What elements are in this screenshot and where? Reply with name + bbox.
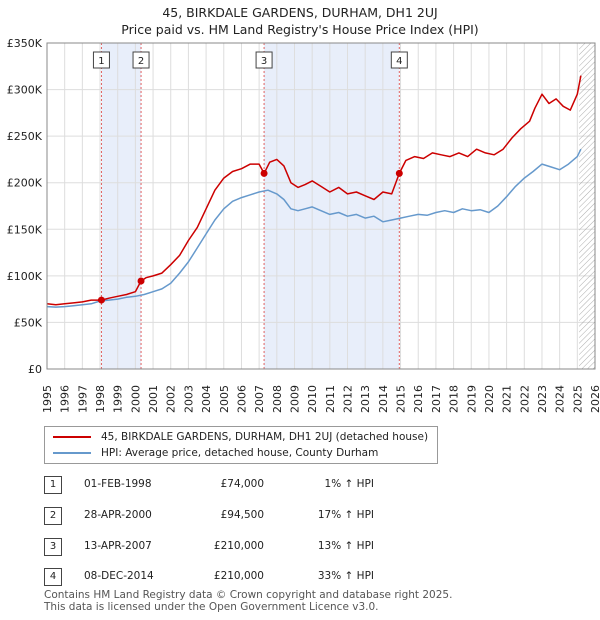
transaction-number-badge: 4 bbox=[44, 568, 62, 586]
legend-swatch-blue bbox=[53, 452, 91, 454]
transaction-point bbox=[395, 169, 403, 177]
x-tick-label: 2000 bbox=[129, 385, 142, 413]
x-tick-label: 2006 bbox=[235, 385, 248, 413]
x-tick-label: 1998 bbox=[94, 385, 107, 413]
transaction-price: £210,000 bbox=[213, 570, 264, 582]
x-tick-label: 1997 bbox=[76, 385, 89, 413]
transaction-price: £74,000 bbox=[220, 478, 264, 490]
transaction-badge-label: 4 bbox=[396, 56, 402, 67]
y-tick-label: £250K bbox=[7, 130, 43, 143]
x-tick-label: 2014 bbox=[377, 385, 390, 413]
x-tick-label: 2005 bbox=[218, 385, 231, 413]
transaction-price: £94,500 bbox=[220, 509, 264, 521]
hpi-series-line bbox=[46, 148, 582, 308]
plot-frame bbox=[46, 42, 596, 370]
shaded-span bbox=[101, 43, 142, 369]
x-tick-label: 2010 bbox=[306, 385, 319, 413]
footer-line-2: This data is licensed under the Open Gov… bbox=[44, 601, 379, 613]
chart-legend: 45, BIRKDALE GARDENS, DURHAM, DH1 2UJ (d… bbox=[44, 426, 438, 464]
transaction-price: £210,000 bbox=[213, 540, 264, 552]
x-tick-label: 2025 bbox=[571, 385, 584, 413]
transaction-hpi-diff: 33% ↑ HPI bbox=[317, 570, 374, 582]
x-tick-label: 2020 bbox=[483, 385, 496, 413]
x-tick-label: 2012 bbox=[342, 385, 355, 413]
x-tick-label: 2011 bbox=[324, 385, 337, 413]
x-tick-label: 2003 bbox=[182, 385, 195, 413]
y-tick-label: £200K bbox=[7, 177, 43, 190]
x-tick-label: 2021 bbox=[501, 385, 514, 413]
transaction-number-badge: 1 bbox=[44, 476, 62, 494]
transaction-date: 28-APR-2000 bbox=[84, 509, 152, 521]
x-tick-label: 2017 bbox=[430, 385, 443, 413]
transaction-badge-label: 3 bbox=[261, 56, 267, 67]
x-tick-label: 2024 bbox=[554, 385, 567, 413]
y-tick-label: £50K bbox=[14, 316, 43, 329]
chart-subtitle: Price paid vs. HM Land Registry's House … bbox=[121, 22, 479, 37]
future-hatch bbox=[579, 43, 595, 369]
footer-attribution: Contains HM Land Registry data © Crown c… bbox=[44, 589, 452, 613]
legend-item-hpi: HPI: Average price, detached house, Coun… bbox=[53, 445, 378, 461]
chart-title-block: 45, BIRKDALE GARDENS, DURHAM, DH1 2UJ Pr… bbox=[0, 4, 600, 38]
x-tick-label: 2008 bbox=[271, 385, 284, 413]
transaction-hpi-diff: 17% ↑ HPI bbox=[317, 509, 374, 521]
transaction-point bbox=[97, 296, 105, 304]
footer-line-1: Contains HM Land Registry data © Crown c… bbox=[44, 589, 453, 601]
transaction-date: 01-FEB-1998 bbox=[84, 478, 152, 490]
x-tick-label: 2026 bbox=[589, 385, 600, 413]
x-tick-label: 2023 bbox=[536, 385, 549, 413]
table-row: 2 28-APR-2000 £94,500 17% ↑ HPI bbox=[44, 507, 384, 527]
table-row: 1 01-FEB-1998 £74,000 1% ↑ HPI bbox=[44, 476, 384, 496]
legend-label-property: 45, BIRKDALE GARDENS, DURHAM, DH1 2UJ (d… bbox=[101, 431, 429, 443]
y-tick-label: £150K bbox=[7, 223, 43, 236]
transaction-hpi-diff: 13% ↑ HPI bbox=[317, 540, 374, 552]
x-tick-label: 1999 bbox=[112, 385, 125, 413]
transaction-point bbox=[260, 169, 268, 177]
x-tick-label: 2004 bbox=[200, 385, 213, 413]
y-tick-label: £100K bbox=[7, 270, 43, 283]
x-tick-label: 1995 bbox=[41, 385, 54, 413]
x-tick-label: 2022 bbox=[518, 385, 531, 413]
x-tick-label: 2018 bbox=[448, 385, 461, 413]
legend-label-hpi: HPI: Average price, detached house, Coun… bbox=[101, 447, 379, 459]
x-tick-label: 2013 bbox=[359, 385, 372, 413]
y-tick-label: £0 bbox=[28, 363, 42, 376]
y-tick-label: £350K bbox=[7, 37, 43, 50]
x-tick-label: 2001 bbox=[147, 385, 160, 413]
legend-item-property: 45, BIRKDALE GARDENS, DURHAM, DH1 2UJ (d… bbox=[53, 429, 428, 445]
table-row: 4 08-DEC-2014 £210,000 33% ↑ HPI bbox=[44, 568, 384, 588]
x-tick-label: 2019 bbox=[465, 385, 478, 413]
legend-swatch-red bbox=[53, 436, 91, 438]
transaction-date: 08-DEC-2014 bbox=[84, 570, 154, 582]
transaction-badge-box bbox=[132, 51, 150, 69]
shaded-span bbox=[264, 43, 400, 369]
transaction-badge-box bbox=[390, 51, 408, 69]
x-tick-label: 2016 bbox=[412, 385, 425, 413]
transaction-badge-label: 1 bbox=[98, 56, 104, 67]
transaction-date: 13-APR-2007 bbox=[84, 540, 152, 552]
x-tick-label: 1996 bbox=[59, 385, 72, 413]
x-tick-label: 2007 bbox=[253, 385, 266, 413]
transaction-number-badge: 2 bbox=[44, 507, 62, 525]
x-tick-label: 2015 bbox=[395, 385, 408, 413]
transaction-number-badge: 3 bbox=[44, 538, 62, 556]
transaction-point bbox=[137, 277, 145, 285]
transaction-badge-box bbox=[92, 51, 110, 69]
transaction-hpi-diff: 1% ↑ HPI bbox=[324, 478, 374, 490]
x-tick-label: 2002 bbox=[165, 385, 178, 413]
transaction-badge-box bbox=[255, 51, 273, 69]
chart-title: 45, BIRKDALE GARDENS, DURHAM, DH1 2UJ bbox=[162, 5, 438, 20]
table-row: 3 13-APR-2007 £210,000 13% ↑ HPI bbox=[44, 538, 384, 558]
y-tick-label: £300K bbox=[7, 84, 43, 97]
x-tick-label: 2009 bbox=[288, 385, 301, 413]
transaction-badge-label: 2 bbox=[138, 56, 144, 67]
price-chart: 1 2 3 4 £0 £50K £100K £150K £200K £250K £300K £350K… bbox=[7, 37, 600, 413]
